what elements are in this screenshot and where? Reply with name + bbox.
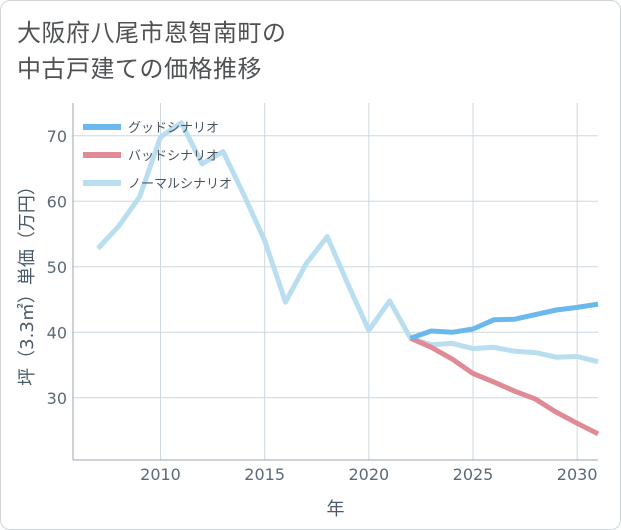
y-tick-label: 30 <box>47 389 67 408</box>
y-tick-label: 70 <box>47 127 67 146</box>
axes: 2010 2015 2020 2025 2030 30 40 50 60 70 <box>47 103 598 484</box>
x-tick-label: 2025 <box>453 465 494 484</box>
y-tick-label: 50 <box>47 258 67 277</box>
series-line-1 <box>409 335 600 437</box>
y-tick-label: 60 <box>47 192 67 211</box>
legend-label: バッドシナリオ <box>128 149 219 164</box>
x-axis-label: 年 <box>327 499 345 520</box>
grid <box>73 103 598 460</box>
y-axis-label: 坪（3.3㎡）単価（万円） <box>16 177 38 386</box>
series-line-2 <box>96 120 599 365</box>
x-tick-label: 2030 <box>557 465 598 484</box>
legend-label: ノーマルシナリオ <box>128 177 232 192</box>
series-lines <box>96 120 600 437</box>
page-title: 大阪府八尾市恩智南町の 中古戸建ての価格推移 <box>17 19 287 83</box>
y-tick-label: 40 <box>47 323 67 342</box>
x-tick-label: 2015 <box>244 465 285 484</box>
series-line-0 <box>409 301 599 341</box>
legend-label: グッドシナリオ <box>128 121 219 136</box>
x-tick-label: 2010 <box>140 465 181 484</box>
x-tick-label: 2020 <box>348 465 389 484</box>
